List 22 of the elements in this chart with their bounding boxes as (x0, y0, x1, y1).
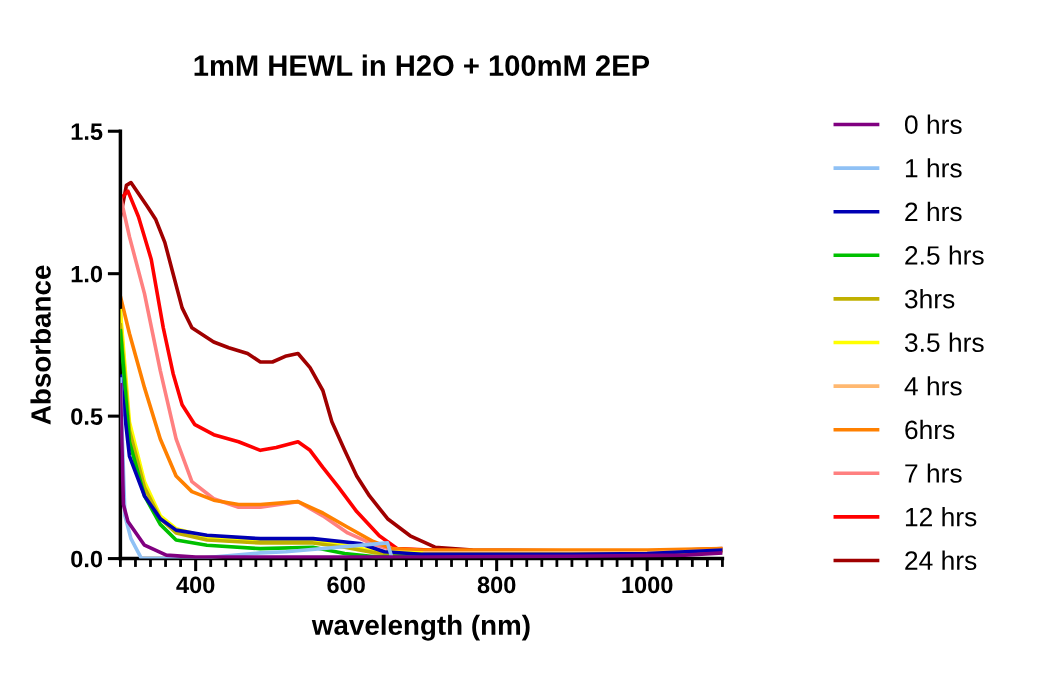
x-tick-label: 400 (176, 576, 215, 594)
y-axis-title: Absorbance (30, 265, 51, 425)
legend-label: 4 hrs (904, 376, 962, 396)
legend-label: 7 hrs (905, 463, 962, 483)
legend-label: 2 hrs (905, 201, 962, 222)
y-tick-label: 0.0 (71, 550, 103, 568)
x-axis-title: wavelength (nm) (311, 614, 530, 641)
legend-label: 12 hrs (905, 507, 977, 527)
legend-label: 2.5 hrs (905, 245, 984, 265)
legend-label: 1 hrs (905, 158, 962, 178)
x-tick-label: 600 (327, 576, 365, 594)
x-tick-label: 1000 (622, 576, 673, 594)
legend-label: 24 hrs (905, 550, 977, 570)
legend-label: 0 hrs (904, 114, 962, 134)
chart-title: 1mM HEWL in H2O + 100mM 2EP (194, 54, 650, 76)
y-tick-label: 0.5 (71, 408, 103, 425)
legend-label: 3hrs (904, 289, 955, 309)
x-tick-label: 800 (477, 576, 516, 594)
legend-label: 3.5 hrs (904, 332, 984, 352)
y-tick-label: 1.0 (71, 265, 103, 283)
legend-label: 6hrs (905, 419, 955, 440)
y-tick-label: 1.5 (71, 123, 103, 141)
